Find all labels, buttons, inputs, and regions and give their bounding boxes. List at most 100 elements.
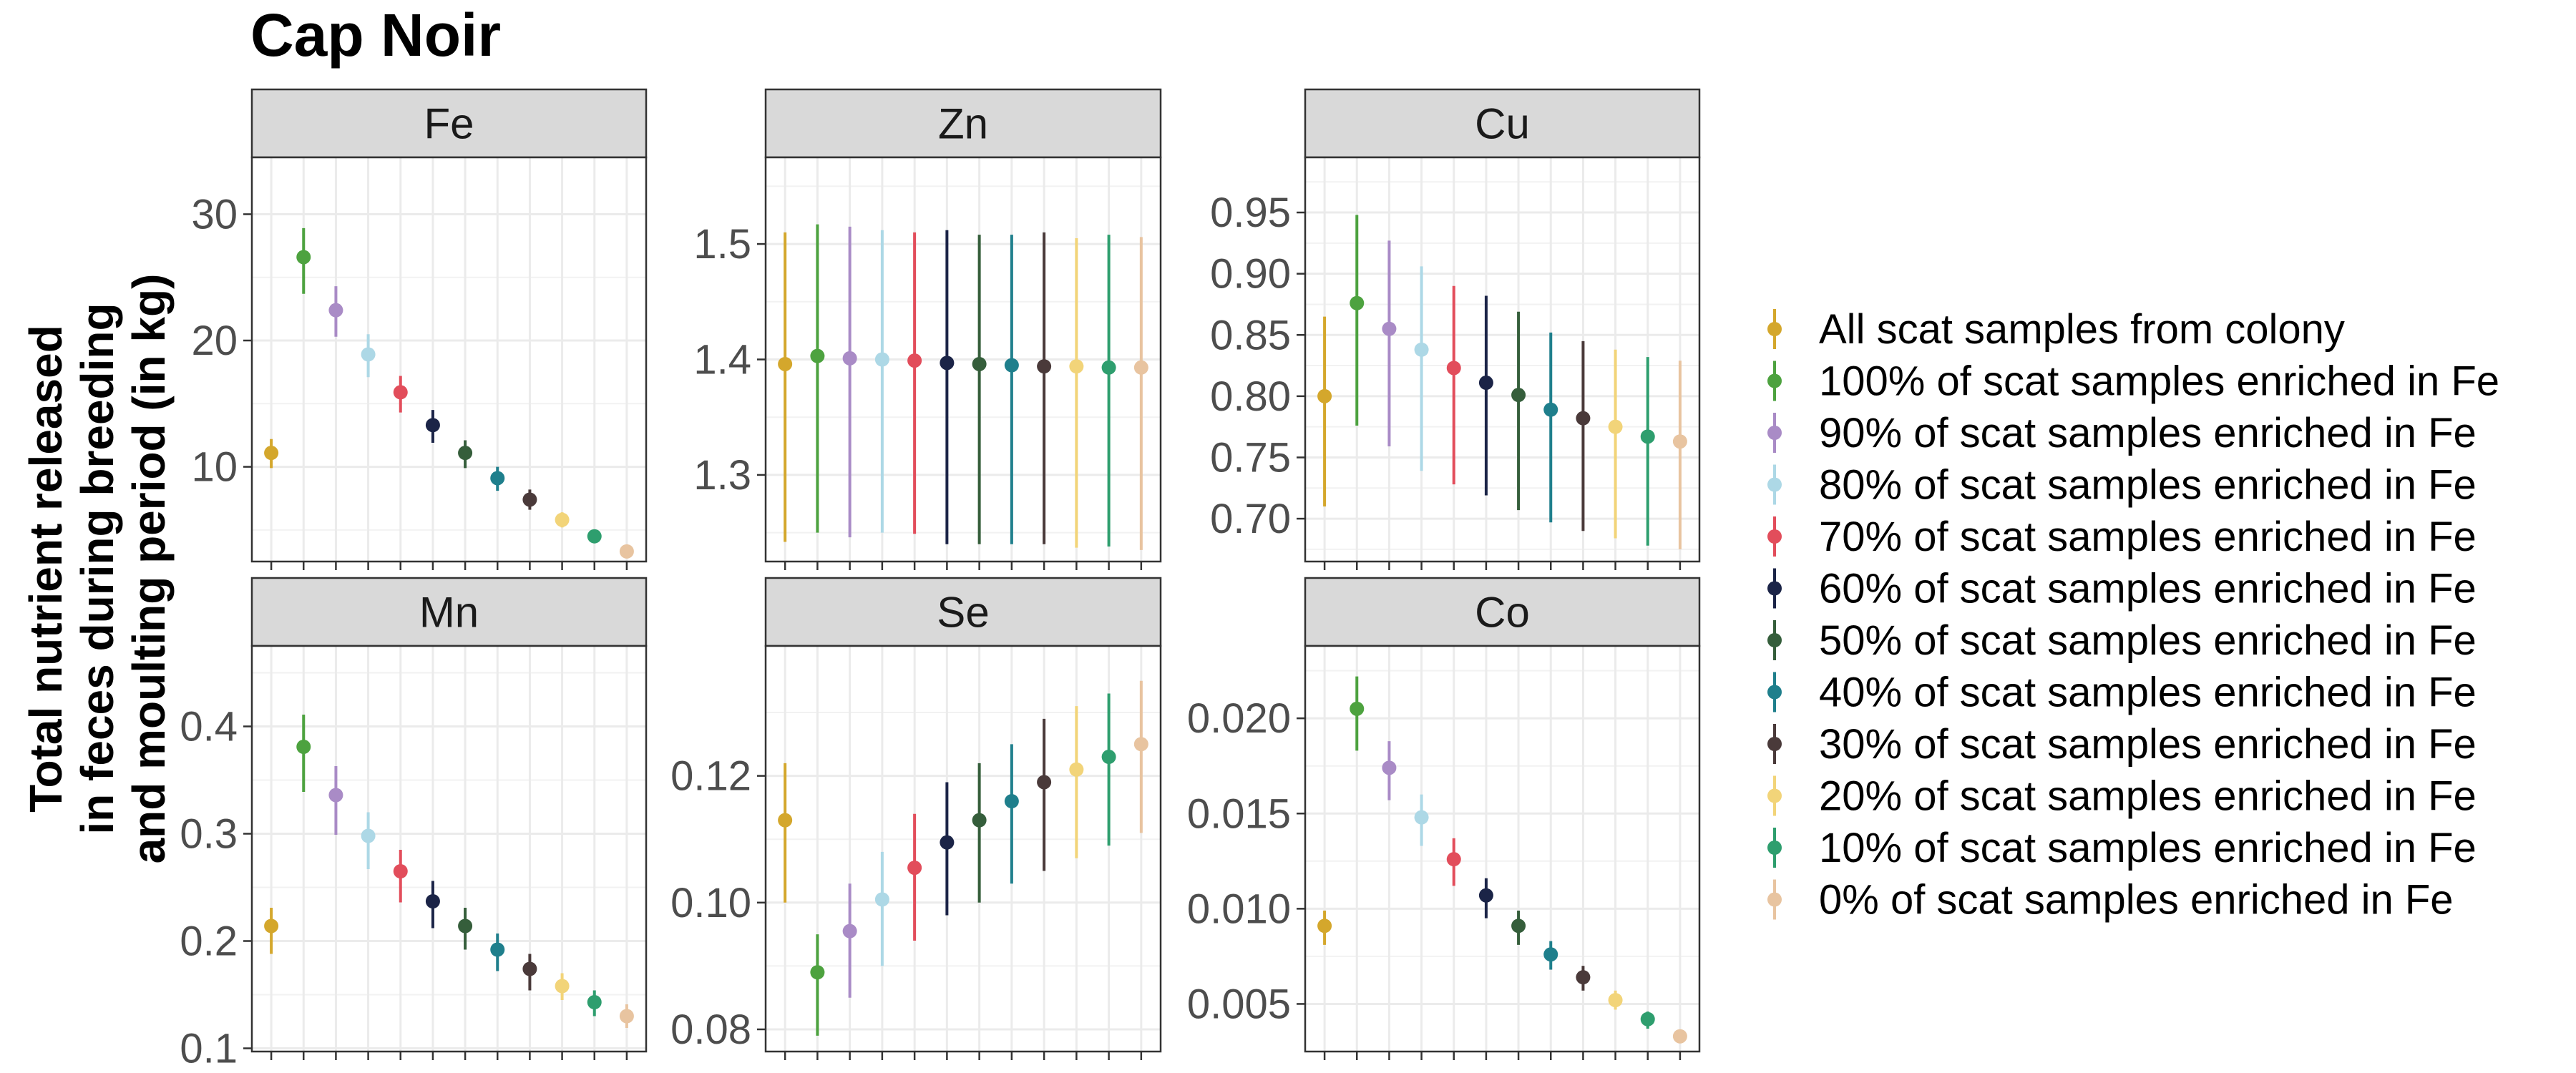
data-point	[907, 861, 922, 876]
y-tick-label: 0.12	[670, 753, 751, 800]
data-point	[490, 471, 505, 486]
legend-key-point	[1767, 633, 1782, 647]
data-point	[1382, 760, 1397, 775]
panel-strip	[250, 577, 648, 647]
data-point	[940, 835, 955, 850]
data-point	[1037, 775, 1052, 790]
panel-strip-label: Zn	[938, 100, 988, 148]
legend-item: 70% of scat samples enriched in Fe	[1767, 514, 2477, 560]
y-tick-label: 0.2	[180, 918, 238, 965]
data-point	[522, 961, 537, 976]
data-point	[1608, 419, 1623, 434]
data-point	[1543, 402, 1558, 417]
data-point	[555, 512, 570, 527]
data-point	[874, 892, 889, 907]
data-point	[940, 356, 955, 371]
y-tick-label: 1.3	[693, 452, 751, 499]
data-point	[1069, 359, 1084, 374]
y-tick-label: 0.010	[1187, 886, 1291, 932]
y-tick-label: 1.4	[693, 337, 751, 383]
data-point	[555, 979, 570, 994]
data-point	[458, 918, 473, 934]
panel-border	[250, 645, 648, 1053]
legend-label: All scat samples from colony	[1819, 306, 2345, 353]
data-point	[328, 788, 343, 803]
data-point	[1004, 794, 1019, 809]
data-point	[1640, 1011, 1655, 1027]
y-tick-label: 1.5	[693, 221, 751, 268]
panel-plot-area	[1305, 646, 1699, 1052]
data-point	[296, 740, 311, 754]
legend-label: 70% of scat samples enriched in Fe	[1819, 514, 2477, 560]
legend-key-point	[1767, 737, 1782, 751]
panel-border	[1304, 156, 1701, 563]
data-point	[1350, 701, 1365, 716]
data-point	[1511, 918, 1526, 934]
data-point	[296, 250, 311, 265]
panel-mn: Mn 0.1 0.2 0.3 0.4	[180, 577, 648, 1072]
data-point	[1511, 388, 1526, 403]
panel-border	[764, 156, 1162, 563]
panel-strip	[764, 577, 1162, 647]
legend-label: 80% of scat samples enriched in Fe	[1819, 462, 2477, 509]
legend-label: 50% of scat samples enriched in Fe	[1819, 617, 2477, 664]
legend-key-point	[1767, 841, 1782, 855]
legend-item: 50% of scat samples enriched in Fe	[1767, 617, 2477, 664]
legend-label: 20% of scat samples enriched in Fe	[1819, 773, 2477, 820]
legend-key-point	[1767, 581, 1782, 596]
data-point	[361, 347, 376, 362]
y-tick-label: 20	[191, 318, 238, 364]
data-point	[1446, 852, 1461, 867]
data-point	[619, 544, 634, 559]
data-point	[264, 446, 279, 461]
panel-strip	[764, 88, 1162, 159]
data-point	[1317, 918, 1332, 934]
legend-item: 40% of scat samples enriched in Fe	[1767, 670, 2477, 716]
legend: All scat samples from colony 100% of scat…	[1767, 306, 2499, 923]
legend-item: 0% of scat samples enriched in Fe	[1767, 877, 2454, 923]
panel-strip-label: Mn	[419, 589, 479, 637]
panel-plot-area	[252, 157, 646, 562]
y-axis-label-line-2: in feces during breeding	[72, 303, 123, 834]
y-tick-label: 30	[191, 191, 238, 237]
y-tick-label: 0.08	[670, 1006, 751, 1053]
panel-strip-label: Fe	[424, 100, 474, 148]
y-tick-label: 0.3	[180, 811, 238, 858]
legend-item: 80% of scat samples enriched in Fe	[1767, 462, 2477, 509]
legend-key-point	[1767, 373, 1782, 388]
legend-key-point	[1767, 685, 1782, 700]
y-tick-label: 0.1	[180, 1026, 238, 1072]
legend-item: 20% of scat samples enriched in Fe	[1767, 773, 2477, 820]
data-point	[587, 529, 602, 544]
panel-plot-area	[252, 646, 646, 1052]
data-point	[458, 446, 473, 461]
y-tick-label: 0.4	[180, 704, 238, 750]
panel-border	[250, 156, 648, 563]
data-point	[393, 864, 408, 878]
data-point	[619, 1009, 634, 1024]
panel-strip	[1304, 577, 1701, 647]
legend-label: 40% of scat samples enriched in Fe	[1819, 670, 2477, 716]
data-point	[361, 828, 376, 843]
data-point	[842, 923, 857, 939]
data-point	[1133, 737, 1148, 752]
data-point	[1317, 388, 1332, 403]
data-point	[1478, 888, 1493, 903]
data-point	[1069, 762, 1084, 777]
data-point	[778, 813, 793, 828]
panel-strip-label: Cu	[1475, 100, 1530, 148]
panel-co: Co 0.005 0.010 0.015 0.020	[1187, 577, 1701, 1060]
data-point	[1640, 429, 1655, 444]
data-point	[587, 995, 602, 1009]
data-point	[972, 356, 987, 371]
legend-label: 60% of scat samples enriched in Fe	[1819, 566, 2477, 612]
data-point	[1101, 750, 1116, 765]
data-point	[1543, 947, 1558, 962]
panel-strip-label: Se	[937, 589, 989, 637]
y-tick-label: 10	[191, 444, 238, 491]
data-point	[1576, 411, 1591, 426]
legend-item: 100% of scat samples enriched in Fe	[1767, 358, 2499, 405]
data-point	[522, 492, 537, 507]
y-tick-label: 0.85	[1210, 312, 1291, 358]
data-point	[1101, 360, 1116, 375]
